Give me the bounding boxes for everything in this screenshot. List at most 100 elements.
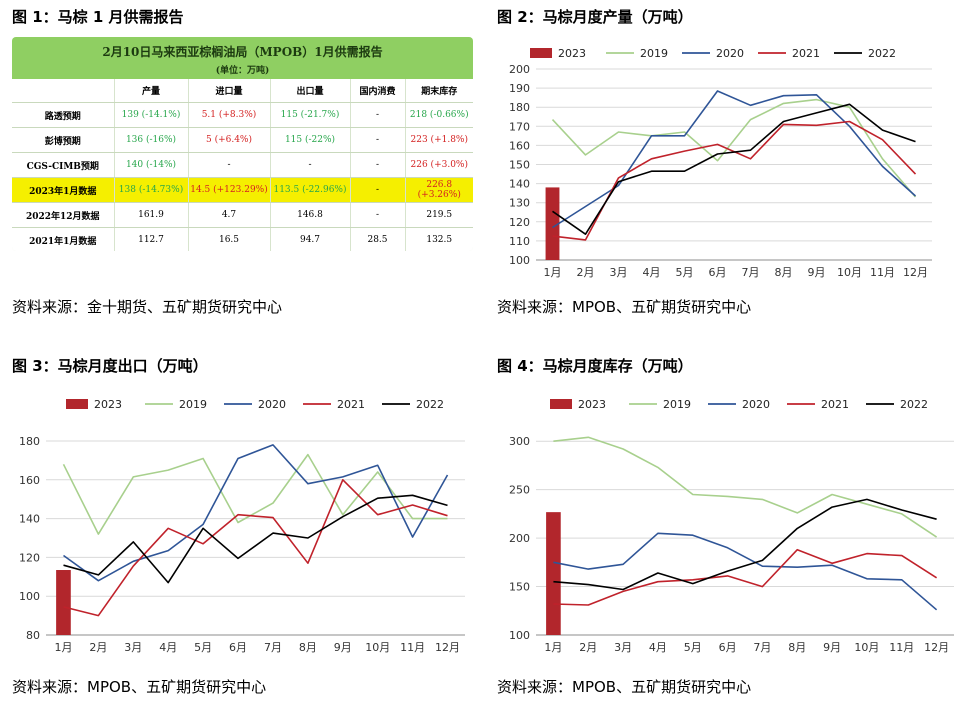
y-tick-label: 180: [19, 435, 40, 448]
y-tick-label: 80: [26, 629, 40, 642]
x-tick-label: 9月: [823, 641, 841, 654]
table-cell: 5 (+6.4%): [188, 127, 271, 153]
table-title: 2月10日马来西亚棕榈油局（MPOB）1月供需报告: [102, 45, 383, 59]
y-tick-label: 160: [19, 474, 40, 487]
series-line-2020: [552, 90, 917, 229]
legend-label: 2022: [868, 47, 896, 60]
series-line-2019: [62, 453, 448, 535]
x-tick-label: 12月: [903, 266, 928, 279]
y-tick-label: 200: [509, 63, 530, 76]
series-line-2021: [63, 479, 448, 617]
legend-label: 2020: [742, 398, 770, 411]
series-line-2022: [552, 103, 916, 235]
panel2-source: 资料来源：MPOB、五矿期货研究中心: [497, 298, 752, 316]
table-row-label: 路透预期: [12, 102, 115, 128]
y-tick-label: 300: [509, 435, 530, 448]
x-tick-label: 6月: [719, 641, 737, 654]
table-header-cell: 国内消费: [350, 79, 406, 103]
table-row: 2021年1月数据 112.7 16.5 94.7 28.5 132.5: [12, 227, 473, 251]
y-tick-label: 100: [509, 629, 530, 642]
table-cell: 28.5: [350, 227, 406, 251]
series-line-2020: [63, 444, 449, 582]
bar-2023: [546, 512, 561, 635]
legend-label: 2023: [578, 398, 606, 411]
x-tick-label: 4月: [159, 641, 177, 654]
panel4-source: 资料来源：MPOB、五矿期货研究中心: [497, 678, 752, 696]
export-chart: 2023 2019 2020 2021 2022 80 100 120 140 160 180 1月 2…: [19, 398, 465, 654]
legend-label: 2022: [416, 398, 444, 411]
x-tick-label: 11月: [870, 266, 895, 279]
y-tick-label: 110: [509, 235, 530, 248]
legend-label: 2019: [663, 398, 691, 411]
table-cell: -: [350, 127, 406, 153]
x-tick-label: 7月: [264, 641, 282, 654]
legend-label: 2020: [258, 398, 286, 411]
table-row-label: 2022年12月数据: [12, 202, 115, 228]
table-cell: 219.5: [405, 202, 473, 228]
table-cell: 218 (-0.66%): [405, 102, 473, 128]
x-tick-label: 5月: [684, 641, 702, 654]
table-cell: 16.5: [188, 227, 271, 251]
panel2-title: 图 2：马棕月度产量（万吨）: [497, 8, 693, 26]
table-row: 路透预期 139 (-14.1%) 5.1 (+8.3%) 115 (-21.7%) -…: [12, 102, 473, 128]
table-row-label: CGS-CIMB预期: [12, 152, 115, 178]
table-cell: 226.8 (+3.26%): [405, 177, 473, 203]
x-tick-label: 4月: [643, 266, 661, 279]
legend-label: 2023: [94, 398, 122, 411]
table-cell: 139 (-14.1%): [114, 102, 189, 128]
x-tick-label: 5月: [194, 641, 212, 654]
x-tick-label: 2月: [579, 641, 597, 654]
table-header-cell: 产量: [114, 79, 189, 103]
production-chart: 2023 2019 2020 2021 2022 100 110 120 130 140 150 16…: [509, 47, 932, 279]
y-tick-label: 100: [509, 254, 530, 267]
series-line-2022: [63, 494, 448, 584]
y-tick-label: 140: [509, 178, 530, 191]
panel3-source: 资料来源：MPOB、五矿期货研究中心: [12, 678, 267, 696]
x-tick-label: 11月: [889, 641, 914, 654]
table-row-label: 2023年1月数据: [12, 177, 115, 203]
y-tick-label: 170: [509, 120, 530, 133]
x-tick-label: 8月: [775, 266, 793, 279]
table-header-cell: 进口量: [188, 79, 271, 103]
y-tick-label: 150: [509, 159, 530, 172]
table-unit: (单位：万吨): [215, 66, 270, 76]
table-cell: 112.7: [114, 227, 189, 251]
x-tick-label: 11月: [400, 641, 425, 654]
table-cell: -: [188, 152, 271, 178]
inventory-chart: 2023 2019 2020 2021 2022 100 150 200 250 300 1月 2月 3…: [509, 398, 954, 654]
series-line-2021: [553, 548, 938, 606]
x-tick-label: 10月: [854, 641, 879, 654]
y-tick-label: 150: [509, 581, 530, 594]
table-cell: 138 (-14.73%): [114, 177, 189, 203]
supply-demand-table-panel: 2月10日马来西亚棕榈油局（MPOB）1月供需报告 (单位：万吨) 产量 进口量出…: [12, 37, 473, 251]
x-tick-label: 1月: [544, 266, 562, 279]
series-line-2019: [553, 436, 938, 538]
x-tick-label: 10月: [365, 641, 390, 654]
x-tick-label: 2月: [89, 641, 107, 654]
x-tick-label: 10月: [837, 266, 862, 279]
table-cell: 132.5: [405, 227, 473, 251]
y-tick-label: 190: [509, 82, 530, 95]
y-tick-label: 130: [509, 197, 530, 210]
table-row: 彭博预期 136 (-16%) 5 (+6.4%) 115 (-22%) -223 (+…: [12, 127, 473, 153]
panel1-source: 资料来源：金十期货、五矿期货研究中心: [12, 298, 283, 316]
y-tick-label: 250: [509, 484, 530, 497]
y-tick-label: 200: [509, 532, 530, 545]
series-line-2020: [553, 532, 938, 611]
y-tick-label: 160: [509, 139, 530, 152]
table-header: 2月10日马来西亚棕榈油局（MPOB）1月供需报告 (单位：万吨): [12, 37, 473, 79]
table-cell: -: [350, 177, 406, 203]
bar-2023: [545, 187, 560, 260]
y-tick-label: 120: [19, 551, 40, 564]
x-tick-label: 8月: [788, 641, 806, 654]
legend-label: 2022: [900, 398, 928, 411]
legend-label: 2021: [337, 398, 365, 411]
table-cell: -: [270, 152, 351, 178]
supply-demand-table: 产量 进口量 出口量 国内消费 期末库存 路透预期 139 (-14.1%) 5.1 (+8.…: [12, 79, 473, 251]
panel4-title: 图 4：马棕月度库存（万吨）: [497, 357, 693, 375]
x-tick-label: 7月: [742, 266, 760, 279]
table-cell: 14.5 (+123.29%): [188, 177, 271, 203]
table-header-cell: 期末库存: [405, 79, 473, 103]
x-tick-label: 6月: [229, 641, 247, 654]
table-cell: 140 (-14%): [114, 152, 189, 178]
